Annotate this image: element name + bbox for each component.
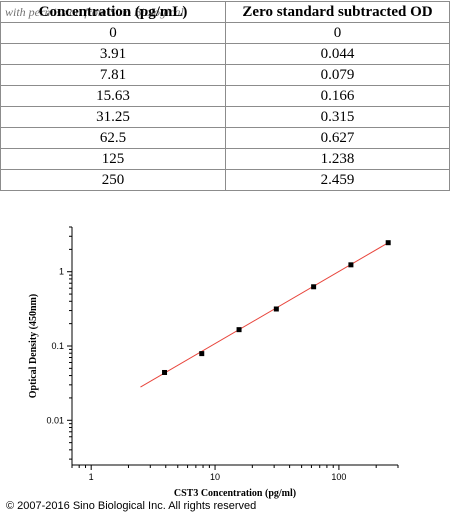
- standard-curve-table: with permission from Sino Biological Con…: [0, 1, 450, 191]
- x-tick-label: 10: [210, 472, 220, 482]
- concentration-cell: 3.91: [0, 43, 226, 65]
- y-axis-title: Optical Density (450nm): [28, 294, 39, 398]
- od-cell: 0.079: [225, 64, 450, 86]
- concentration-cell: 31.25: [0, 106, 226, 128]
- watermark-text: with permission from Sino Biological: [5, 5, 184, 19]
- od-cell: 0: [225, 22, 450, 44]
- y-tick-label: 1: [59, 267, 64, 277]
- data-point: [236, 327, 242, 333]
- header-concentration-label: Concentration (pg/mL): [38, 4, 188, 20]
- od-cell: 0.315: [225, 106, 450, 128]
- concentration-cell: 7.81: [0, 64, 226, 86]
- od-cell: 0.044: [225, 43, 450, 65]
- data-point: [199, 351, 205, 357]
- table-row: 125 1.238: [0, 148, 450, 170]
- table-header-row: with permission from Sino Biological Con…: [0, 1, 450, 23]
- chart-axes: [67, 226, 399, 470]
- concentration-cell: 125: [0, 148, 226, 170]
- concentration-cell: 250: [0, 169, 226, 191]
- data-point: [273, 306, 279, 312]
- x-axis-title: CST3 Concentration (pg/ml): [174, 488, 296, 499]
- y-tick-label: 0.1: [51, 341, 64, 351]
- table-body: 0 0 3.91 0.044 7.81 0.079 15.63 0.166 31.25 0.315…: [0, 22, 450, 191]
- header-od-label: Zero standard subtracted OD: [242, 4, 433, 20]
- table-row: 62.5 0.627: [0, 127, 450, 149]
- concentration-cell: 0: [0, 22, 226, 44]
- standard-curve-chart: 1 10 100 0.01 0.1 1 CST3 Concentration (pg/ml…: [28, 226, 399, 499]
- header-concentration: with permission from Sino Biological Con…: [0, 1, 226, 23]
- data-point: [311, 284, 317, 290]
- concentration-cell: 15.63: [0, 85, 226, 107]
- table-row: 31.25 0.315: [0, 106, 450, 128]
- concentration-cell: 62.5: [0, 127, 226, 149]
- data-point: [348, 262, 354, 268]
- table-row: 15.63 0.166: [0, 85, 450, 107]
- x-tick-label: 1: [89, 472, 94, 482]
- data-points: [162, 240, 391, 375]
- od-cell: 0.627: [225, 127, 450, 149]
- data-point: [162, 369, 168, 375]
- data-point: [385, 240, 391, 246]
- od-cell: 2.459: [225, 169, 450, 191]
- x-tick-label: 100: [331, 472, 346, 482]
- header-od: Zero standard subtracted OD: [225, 1, 450, 23]
- tick-labels: 1 10 100 0.01 0.1 1: [46, 267, 346, 482]
- table-row: 250 2.459: [0, 169, 450, 191]
- table-row: 7.81 0.079: [0, 64, 450, 86]
- od-cell: 1.238: [225, 148, 450, 170]
- copyright-notice: © 2007-2016 Sino Biological Inc. All rig…: [6, 500, 257, 512]
- y-tick-label: 0.01: [46, 415, 64, 425]
- table-row: 3.91 0.044: [0, 43, 450, 65]
- od-cell: 0.166: [225, 85, 450, 107]
